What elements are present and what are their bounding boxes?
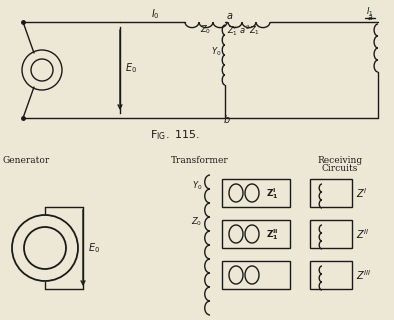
Bar <box>310 261 352 289</box>
Text: $Z_0$: $Z_0$ <box>191 215 202 228</box>
Text: $Y_0$: $Y_0$ <box>210 46 221 59</box>
Text: Generator: Generator <box>3 156 50 165</box>
Bar <box>222 261 290 289</box>
Text: $Z^{II}$: $Z^{II}$ <box>356 227 370 241</box>
Text: $I_0$: $I_0$ <box>151 7 160 21</box>
Text: Receiving: Receiving <box>318 156 362 165</box>
Text: $a$: $a$ <box>226 11 233 21</box>
Text: Circuits: Circuits <box>322 164 358 173</box>
Text: Transformer: Transformer <box>171 156 229 165</box>
Text: $Z_1'\ a^2Z_1$: $Z_1'\ a^2Z_1$ <box>227 23 260 37</box>
Text: $I_1$: $I_1$ <box>366 5 374 18</box>
Text: $a$: $a$ <box>367 13 373 22</box>
Text: $Z_0$: $Z_0$ <box>201 24 212 36</box>
Bar <box>310 220 352 248</box>
Bar <box>310 179 352 207</box>
Text: $b$: $b$ <box>223 113 231 125</box>
Text: $Z^{III}$: $Z^{III}$ <box>356 268 372 282</box>
Text: $Z^I$: $Z^I$ <box>356 186 368 200</box>
Bar <box>222 179 290 207</box>
Text: $\mathrm{F_{IG}.\ 115.}$: $\mathrm{F_{IG}.\ 115.}$ <box>150 128 200 142</box>
Text: $E_0$: $E_0$ <box>88 241 100 255</box>
Text: $E_0$: $E_0$ <box>125 61 137 75</box>
Text: $\mathbf{Z_1^{II}}$: $\mathbf{Z_1^{II}}$ <box>266 228 279 243</box>
Text: $\mathbf{Z_1^I}$: $\mathbf{Z_1^I}$ <box>266 187 278 202</box>
Bar <box>222 220 290 248</box>
Text: $Y_0$: $Y_0$ <box>191 180 202 193</box>
